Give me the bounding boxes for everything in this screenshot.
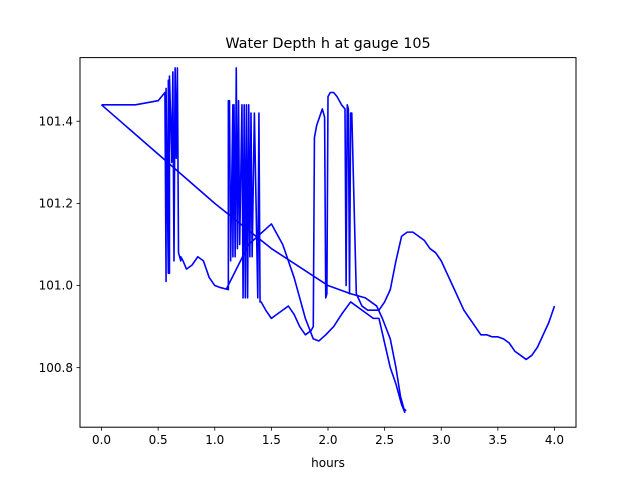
y-tick-label: 100.8: [39, 361, 73, 375]
y-axis-ticks: 100.8 101.0 101.2 101.4: [39, 114, 80, 375]
x-tick-label: 0.0: [92, 433, 111, 447]
x-tick-label: 2.0: [318, 433, 337, 447]
series-line-1: [101, 67, 556, 361]
x-tick-label: 3.0: [432, 433, 451, 447]
series-line-3: [225, 223, 406, 414]
x-tick-label: 0.5: [149, 433, 168, 447]
y-tick-label: 101.2: [39, 197, 73, 211]
x-tick-label: 1.5: [262, 433, 281, 447]
x-tick-label: 1.0: [205, 433, 224, 447]
x-axis-ticks: 0.0 0.5 1.0 1.5 2.0 2.5 3.0 3.5 4.0: [92, 427, 564, 447]
plot-lines: [100, 67, 556, 414]
y-tick-label: 101.0: [39, 279, 73, 293]
x-tick-label: 4.0: [545, 433, 564, 447]
y-tick-label: 101.4: [39, 114, 73, 128]
x-axis-label: hours: [311, 456, 345, 470]
series-line-2: [100, 104, 407, 412]
x-tick-label: 2.5: [375, 433, 394, 447]
x-tick-label: 3.5: [488, 433, 507, 447]
chart-title: Water Depth h at gauge 105: [225, 36, 430, 52]
